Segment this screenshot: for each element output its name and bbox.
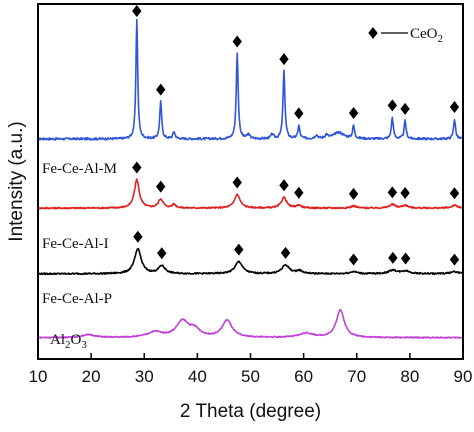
ceo2-peak-marker (294, 186, 304, 199)
ceo2-peak-marker (400, 102, 410, 115)
series-line (37, 308, 464, 339)
ceo2-peak-marker (156, 180, 166, 193)
series-layer (37, 18, 464, 339)
ceo2-peak-marker (279, 53, 289, 66)
x-tick-label: 50 (241, 367, 260, 386)
series-label: Al2O3 (50, 332, 87, 351)
legend-diamond-marker (368, 27, 378, 39)
x-tick-label: 70 (347, 367, 366, 386)
series-line (37, 178, 464, 210)
ceo2-peak-marker (232, 176, 242, 189)
x-tick-label: 10 (29, 367, 48, 386)
ceo2-peak-marker (234, 243, 244, 256)
ceo2-peak-marker (400, 187, 410, 200)
ceo2-peak-marker (279, 179, 289, 192)
y-axis-title: Intensity (a.u.) (6, 121, 27, 241)
ceo2-peak-marker (132, 5, 142, 17)
x-tick-label: 60 (294, 367, 313, 386)
marker-layer (132, 5, 460, 266)
series-line (37, 247, 464, 276)
ceo2-peak-marker (133, 230, 143, 243)
ceo2-peak-marker (449, 187, 460, 200)
x-tick-label: 90 (454, 367, 473, 386)
ceo2-peak-marker (157, 247, 167, 260)
tick-layer: 10 20 30 40 50 60 70 80 90 (29, 353, 473, 386)
ceo2-peak-marker (156, 83, 166, 96)
ceo2-peak-marker (132, 161, 142, 174)
ceo2-peak-marker (232, 35, 242, 48)
series-label: Fe-Ce-Al-I (42, 236, 109, 252)
ceo2-peak-marker (294, 107, 304, 120)
ceo2-peak-marker (348, 253, 359, 266)
ceo2-peak-marker (280, 246, 291, 259)
ceo2-peak-marker (387, 186, 398, 199)
x-tick-label: 30 (135, 367, 154, 386)
ceo2-peak-marker (449, 100, 460, 113)
ceo2-peak-marker (348, 107, 359, 120)
series-label: Fe-Ce-Al-P (42, 291, 112, 307)
x-tick-label: 80 (400, 367, 419, 386)
series-label: Fe-Ce-Al-M (42, 161, 117, 177)
ceo2-peak-marker (388, 251, 398, 264)
ceo2-peak-marker (400, 252, 411, 265)
series-line (37, 18, 464, 141)
x-axis-title: 2 Theta (degree) (180, 401, 321, 422)
legend: CeO2 (368, 26, 443, 45)
x-tick-label: 20 (82, 367, 101, 386)
x-tick-label: 40 (188, 367, 207, 386)
legend-label: CeO2 (410, 26, 443, 45)
ceo2-peak-marker (348, 187, 359, 200)
ceo2-peak-marker (387, 99, 398, 112)
ceo2-peak-marker (449, 253, 460, 266)
series-label-layer: Fe-Ce-Al-M Fe-Ce-Al-I Fe-Ce-Al-P Al2O3 (42, 161, 117, 351)
